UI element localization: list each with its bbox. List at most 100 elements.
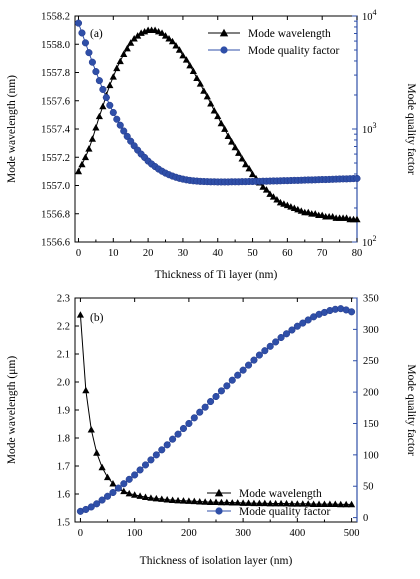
data-point-triangle [186, 61, 194, 69]
y-left-tick-label: 1556.6 [41, 238, 70, 249]
data-point-circle [158, 446, 166, 454]
y-left-tick-label: 1558.2 [41, 12, 70, 23]
data-point-circle [113, 115, 121, 123]
data-point-circle [261, 347, 269, 355]
data-point-circle [185, 419, 193, 428]
data-point-triangle [221, 125, 229, 132]
data-point-triangle [103, 473, 112, 481]
data-point-circle [92, 68, 100, 76]
data-point-circle [299, 319, 307, 327]
y-left-tick-label: 1557.0 [41, 181, 70, 192]
data-point-triangle [174, 496, 182, 504]
y-left-tick-label: 1558.0 [41, 40, 70, 51]
data-point-circle [114, 484, 122, 492]
x-tick-label: 300 [235, 528, 251, 539]
data-point-triangle [93, 449, 101, 456]
x-tick-label: 60 [282, 248, 293, 259]
data-point-circle [255, 351, 263, 359]
data-point-triangle [193, 74, 201, 82]
data-point-circle [212, 392, 220, 401]
data-point-triangle [203, 92, 211, 100]
data-point-circle [74, 19, 83, 27]
data-point-triangle [131, 491, 139, 498]
y-left-tick-label: 1.6 [57, 490, 70, 501]
data-point-circle [88, 58, 96, 66]
x-tick-label: 500 [344, 528, 360, 539]
data-point-triangle [259, 183, 267, 190]
data-point-circle [353, 174, 361, 183]
data-point-triangle [136, 492, 144, 499]
data-point-circle [163, 441, 171, 449]
data-point-circle [266, 342, 274, 350]
data-point-triangle [245, 164, 253, 172]
legend-label: Mode quality factor [239, 506, 331, 518]
data-point-triangle [250, 499, 258, 507]
data-point-triangle [179, 51, 187, 59]
data-point-triangle [123, 44, 131, 52]
y-right-tick-label: 100 [363, 450, 379, 461]
data-point-circle [196, 408, 204, 416]
data-point-triangle [172, 42, 180, 49]
legend: Mode wavelength Mode quality factor [208, 28, 340, 57]
x-axis-title: Thickness of Ti layer (nm) [155, 269, 278, 281]
legend-marker-triangle [219, 28, 229, 37]
data-point-circle [304, 316, 312, 324]
data-point-circle [85, 49, 93, 57]
data-point-circle [81, 39, 89, 47]
data-point-triangle [82, 386, 90, 394]
data-point-triangle [158, 495, 166, 502]
data-point-triangle [293, 500, 301, 507]
data-point-triangle [288, 500, 296, 507]
data-point-triangle [134, 32, 142, 39]
data-point-triangle [196, 80, 204, 87]
data-point-triangle [87, 426, 95, 433]
series-mode-quality-factor [76, 305, 356, 515]
y-right-tick-label: 50 [363, 482, 374, 493]
x-tick-label: 40 [212, 248, 223, 259]
data-point-triangle [269, 193, 278, 200]
x-tick-label: 0 [76, 248, 81, 259]
data-point-triangle [353, 215, 361, 223]
data-point-triangle [81, 153, 90, 161]
data-point-circle [152, 451, 160, 459]
y-left-tick-label: 2.0 [57, 378, 70, 389]
chart-panel-b: 0 100 200 300 400 5001.51.61.71.81.92.02.12.2… [6, 294, 417, 568]
data-point-triangle [169, 496, 177, 504]
data-point-triangle [326, 500, 334, 507]
data-point-triangle [190, 497, 198, 505]
data-point-triangle [201, 498, 209, 505]
series-mode-wavelength [76, 311, 356, 508]
data-point-triangle [262, 186, 271, 193]
data-point-triangle [320, 500, 329, 507]
data-point-circle [109, 488, 117, 497]
data-point-triangle [165, 35, 173, 42]
data-point-triangle [161, 32, 170, 39]
data-point-triangle [331, 500, 339, 507]
data-point-triangle [152, 494, 160, 502]
data-point-triangle [228, 499, 236, 506]
x-tick-label: 100 [127, 528, 143, 539]
y-left-tick-label: 1.5 [57, 518, 70, 529]
data-point-triangle [217, 119, 225, 127]
y-left-tick-label: 2.2 [57, 322, 70, 333]
data-point-triangle [210, 107, 218, 114]
data-point-triangle [266, 190, 274, 197]
data-point-triangle [109, 73, 117, 80]
data-point-triangle [217, 498, 226, 506]
data-point-circle [174, 430, 182, 438]
x-tick-label: 50 [247, 248, 258, 259]
data-point-triangle [113, 64, 121, 72]
data-point-circle [98, 496, 106, 504]
data-point-triangle [342, 500, 350, 508]
data-point-circle [136, 466, 144, 474]
data-point-circle [239, 366, 247, 374]
data-point-triangle [206, 498, 215, 505]
data-point-triangle [310, 500, 318, 507]
data-point-circle [190, 414, 198, 422]
legend: Mode wavelength Mode quality factor [207, 488, 331, 518]
data-point-circle [123, 132, 131, 140]
data-point-triangle [207, 99, 215, 107]
data-point-triangle [228, 138, 236, 145]
series-line [79, 314, 352, 505]
y-left-tick-label: 1.7 [57, 462, 70, 473]
